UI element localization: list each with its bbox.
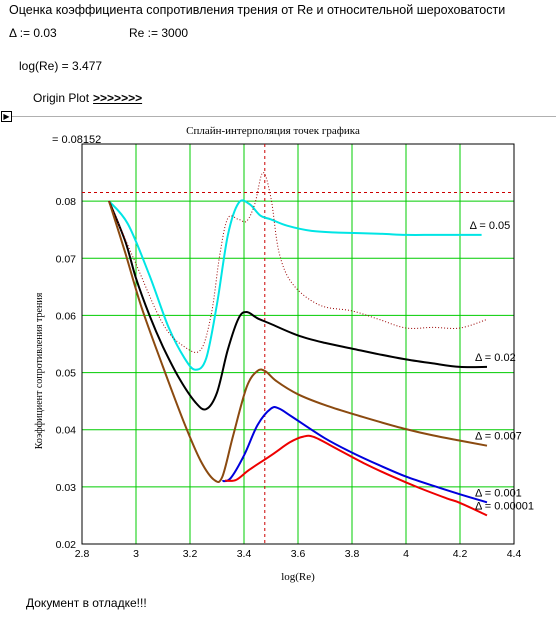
x-tick-label: 3.6	[291, 548, 306, 560]
x-axis-label: log(Re)	[281, 571, 315, 583]
series-label-1: Δ = 0.02	[475, 352, 516, 364]
y-tick-label: 0.05	[56, 368, 77, 380]
series-label-4: Δ = 0.00001	[475, 500, 534, 512]
x-tick-label: 4	[403, 548, 409, 560]
region-divider	[12, 116, 556, 117]
re-assignment[interactable]: Re := 3000	[129, 26, 189, 40]
series-label-2: Δ = 0.007	[475, 431, 522, 443]
chart-frame	[81, 143, 515, 545]
origin-plot-label: Origin Plot	[33, 91, 90, 105]
log-re-result[interactable]: log(Re) = 3.477	[19, 59, 103, 73]
series-line-3	[222, 405, 488, 504]
x-tick-label: 3.8	[345, 548, 360, 560]
x-tick-label: 3	[133, 548, 139, 560]
series-label-3: Δ = 0.001	[475, 487, 522, 499]
y-axis-label: Коэффициент сопротивления трения	[34, 292, 45, 449]
chart-tick-labels: 2.8 3 3.2 3.4 3.6 3.8 4 4.2 4.4 0.02 0.03 0.04 0.05 0…	[56, 196, 522, 560]
y-tick-label: 0.06	[56, 310, 77, 322]
x-tick-label: 2.8	[75, 548, 90, 560]
origin-plot-row: Origin Plot >>>>>>>	[33, 91, 142, 105]
chart-marker-lines	[82, 144, 514, 544]
y-tick-label: 0.04	[56, 425, 77, 437]
series-label-0: Δ = 0.05	[470, 220, 511, 232]
y-tick-label: 0.08	[56, 196, 77, 208]
x-tick-label: 3.2	[183, 548, 198, 560]
series-line-2	[108, 200, 488, 484]
chart-result-label: = 0.08152	[52, 134, 101, 146]
y-tick-label: 0.02	[56, 539, 77, 551]
series-line-4	[225, 434, 488, 517]
region-expand-icon[interactable]: ▶	[1, 111, 12, 122]
y-tick-label: 0.03	[56, 482, 77, 494]
chart-grid	[82, 144, 514, 544]
x-tick-label: 4.4	[507, 548, 522, 560]
chart-series	[108, 172, 488, 517]
delta-assignment[interactable]: Δ := 0.03	[9, 26, 57, 40]
series-line-0	[108, 199, 482, 371]
x-tick-label: 3.4	[237, 548, 252, 560]
document-title: Оценка коэффициента сопротивления трения…	[9, 3, 506, 17]
chart-title: Сплайн-интерполяция точек графика	[186, 125, 360, 137]
x-tick-label: 4.2	[453, 548, 468, 560]
y-tick-label: 0.07	[56, 253, 77, 265]
series-line-1	[108, 200, 488, 411]
debug-status: Документ в отладке!!!	[26, 596, 147, 610]
origin-plot-link[interactable]: >>>>>>>	[93, 91, 143, 105]
series-line-5	[108, 172, 488, 353]
